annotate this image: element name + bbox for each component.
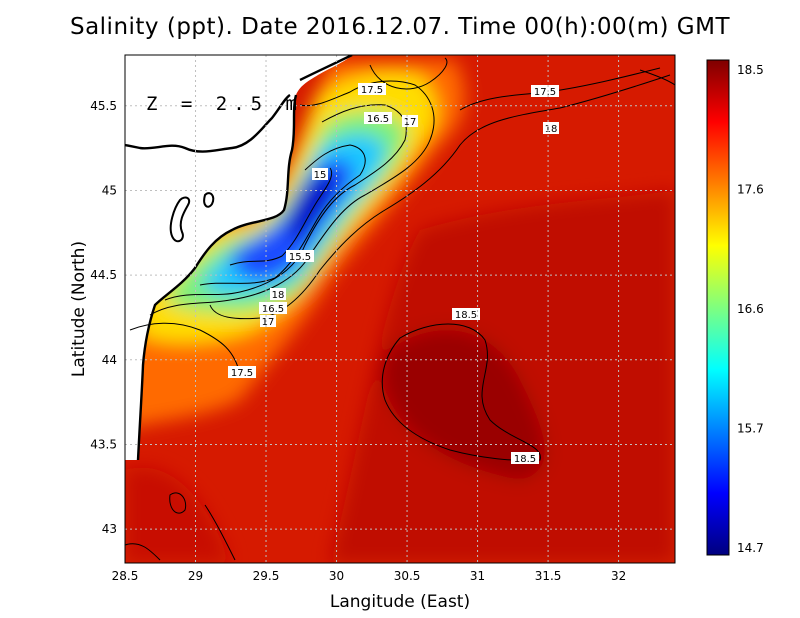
contour-label: 18 [270,288,286,301]
contour-label: 17 [402,115,418,128]
plot-frame [124,54,676,564]
contour-label: 17.5 [531,85,559,98]
colorbar-tick-label: 15.7 [737,422,764,436]
x-tick-label: 29 [188,569,203,583]
depth-label: Z = 2.5 m [146,93,303,115]
svg-text:16.5: 16.5 [367,114,389,125]
x-tick-label: 30 [329,569,344,583]
land-mass [125,55,352,460]
svg-text:18.5: 18.5 [455,310,477,321]
y-tick-label: 44.5 [90,268,117,282]
y-tick-label: 45.5 [90,99,117,113]
colorbar-tick-label: 17.6 [737,183,764,197]
salinity-field: 17.5 17.5 16.5 17 18 15 15.5 18 16.5 17 17.5 18.5 18… [125,55,675,563]
svg-text:15: 15 [314,170,327,181]
colorbar-tick-label: 18.5 [737,63,764,77]
coastline [125,55,353,461]
x-axis-label: Langitude (East) [330,592,470,612]
svg-text:18.5: 18.5 [514,454,536,465]
contour-label: 17 [260,315,276,328]
contour-label-group: 17.5 17.5 16.5 17 18 15 15.5 18 16.5 17 17.5 18.5 18… [228,83,559,465]
coastline-inlet [169,192,215,243]
x-tick-label: 32 [611,569,626,583]
x-tick-label: 31 [470,569,485,583]
svg-text:16.5: 16.5 [262,304,284,315]
contour-label: 18.5 [452,308,480,321]
svg-text:17.5: 17.5 [231,368,253,379]
svg-text:17: 17 [404,117,417,128]
contour-label: 16.5 [259,302,287,315]
svg-text:15.5: 15.5 [289,252,311,263]
y-tick-label: 43 [102,522,117,536]
x-tick-label: 31.5 [535,569,562,583]
contour-label: 17.5 [228,366,256,379]
y-tick-label: 45 [102,183,117,197]
contour-label: 16.5 [364,112,392,125]
svg-text:18: 18 [272,290,285,301]
y-tick-label: 44 [102,353,117,367]
contour-label: 18.5 [511,452,539,465]
map-title: Salinity (ppt). Date 2016.12.07. Time 00… [69,14,731,40]
x-tick-label: 29.5 [253,569,280,583]
y-tick-labels: 43 43.5 44 44.5 45 45.5 [90,99,117,536]
contour-label: 15 [312,168,328,181]
grid-lines [125,55,675,563]
x-tick-labels: 28.5 29 29.5 30 30.5 31 31.5 32 [112,569,627,583]
colorbar-tick-labels: 18.5 17.6 16.6 15.7 14.7 [737,63,764,555]
y-axis-label: Latitude (North) [69,241,89,377]
y-tick-label: 43.5 [90,437,117,451]
contour-label: 15.5 [286,250,314,263]
svg-text:17.5: 17.5 [534,87,556,98]
x-tick-label: 28.5 [112,569,139,583]
svg-text:18: 18 [545,124,558,135]
x-tick-label: 30.5 [394,569,421,583]
contour-label: 18 [543,122,559,135]
svg-text:17: 17 [262,317,275,328]
colorbar-tick-label: 16.6 [737,302,764,316]
colorbar-tick-label: 14.7 [737,541,764,555]
contour-label: 17.5 [358,83,386,96]
svg-text:17.5: 17.5 [361,85,383,96]
colorbar [706,59,730,556]
